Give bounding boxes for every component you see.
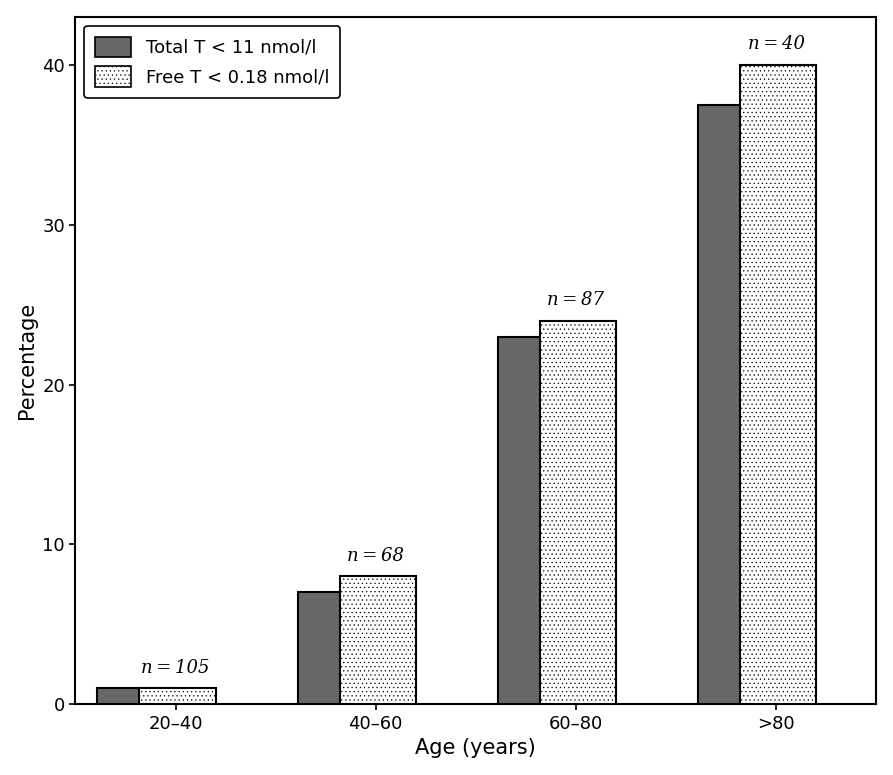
Bar (540, 321, 616, 704)
Bar (339, 577, 416, 704)
Text: n = 105: n = 105 (141, 660, 210, 677)
Text: n = 87: n = 87 (547, 291, 605, 309)
Text: n = 40: n = 40 (747, 36, 805, 53)
Legend: Total T < 11 nmol/l, Free T < 0.18 nmol/l: Total T < 11 nmol/l, Free T < 0.18 nmol/… (85, 26, 340, 98)
Bar (698, 105, 774, 704)
Bar (740, 64, 816, 704)
X-axis label: Age (years): Age (years) (415, 739, 536, 758)
Bar (498, 336, 574, 704)
Bar (139, 688, 215, 704)
Y-axis label: Percentage: Percentage (17, 302, 37, 419)
Text: n = 68: n = 68 (347, 547, 405, 565)
Bar (97, 688, 173, 704)
Bar (297, 592, 374, 704)
